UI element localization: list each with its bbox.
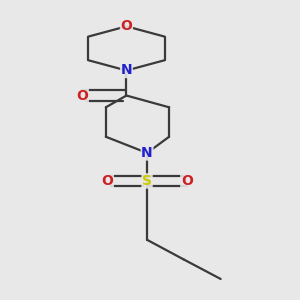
Text: O: O bbox=[121, 19, 132, 33]
Text: O: O bbox=[76, 88, 88, 103]
Text: O: O bbox=[181, 174, 193, 188]
Text: N: N bbox=[121, 64, 132, 77]
Text: O: O bbox=[101, 174, 113, 188]
Text: S: S bbox=[142, 174, 152, 188]
Text: N: N bbox=[141, 146, 153, 160]
